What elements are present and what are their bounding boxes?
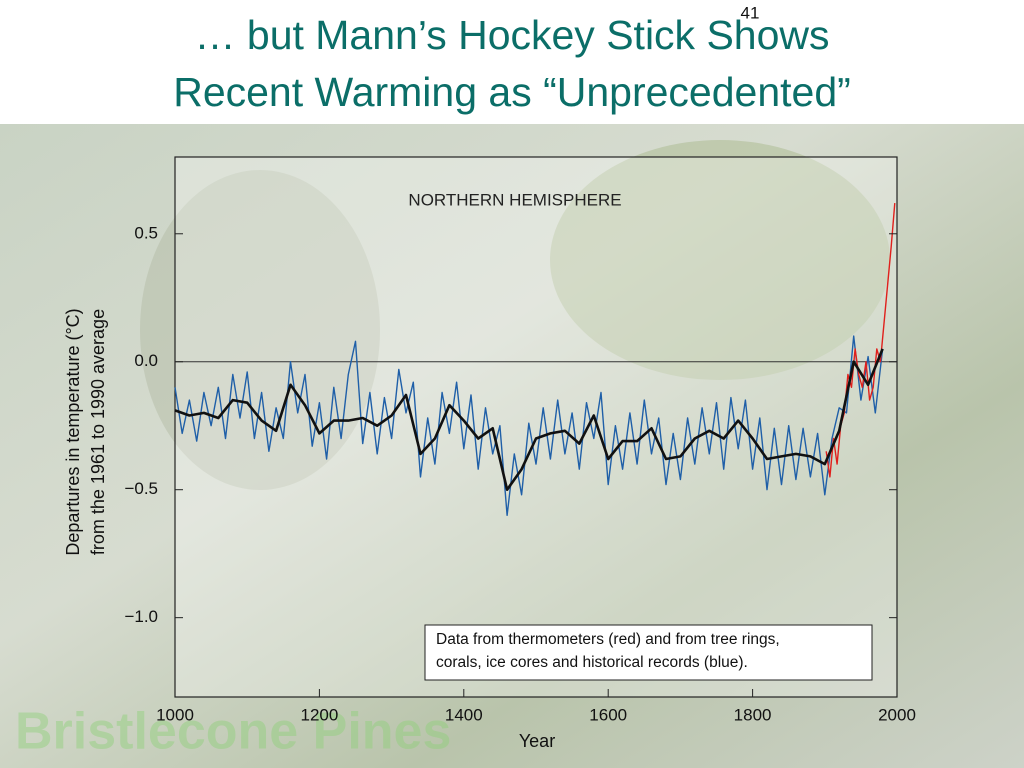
data-line [825, 203, 896, 478]
y-tick-label: 0.5 [134, 223, 158, 242]
x-tick-label: 1600 [589, 705, 627, 724]
x-tick-label: 2000 [878, 705, 916, 724]
title-line: … but Mann’s Hockey Stick Shows [195, 12, 830, 58]
y-tick-label: 0.0 [134, 351, 158, 370]
data-line [174, 335, 884, 516]
note-line: corals, ice cores and historical records… [436, 654, 748, 671]
plot-area [174, 156, 898, 698]
x-axis-label: Year [519, 731, 555, 751]
data-line [174, 348, 884, 491]
page-number: 41 [741, 3, 760, 22]
y-tick-label: −0.5 [124, 479, 158, 498]
chart-title: NORTHERN HEMISPHERE [408, 190, 621, 209]
watermark: Bristlecone Pines [15, 703, 451, 761]
title-line: Recent Warming as “Unprecedented” [173, 69, 851, 115]
note-box [424, 624, 873, 681]
y-axis-label: from the 1961 to 1990 average [88, 309, 108, 555]
note-line: Data from thermometers (red) and from tr… [436, 631, 780, 648]
tree-shape [550, 140, 890, 380]
x-tick-label: 1200 [300, 705, 338, 724]
x-tick-label: 1800 [734, 705, 772, 724]
x-tick-label: 1400 [445, 705, 483, 724]
y-axis-label: Departures in temperature (°C) [63, 308, 83, 555]
y-tick-label: −1.0 [124, 607, 158, 626]
x-tick-label: 1000 [156, 705, 194, 724]
